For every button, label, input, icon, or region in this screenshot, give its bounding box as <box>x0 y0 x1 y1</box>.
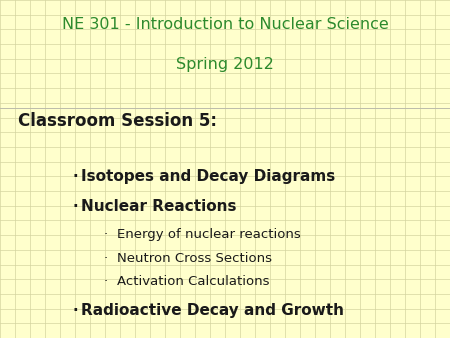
Text: ·: · <box>104 252 108 265</box>
Text: Classroom Session 5:: Classroom Session 5: <box>18 112 217 129</box>
Text: ·: · <box>72 199 77 214</box>
Text: Radioactive Decay and Growth: Radioactive Decay and Growth <box>81 303 344 317</box>
Text: Spring 2012: Spring 2012 <box>176 57 274 72</box>
Text: ·: · <box>104 275 108 288</box>
Text: Energy of nuclear reactions: Energy of nuclear reactions <box>117 228 301 241</box>
Text: ·: · <box>72 169 77 184</box>
Text: Activation Calculations: Activation Calculations <box>117 275 270 288</box>
Text: NE 301 - Introduction to Nuclear Science: NE 301 - Introduction to Nuclear Science <box>62 17 388 32</box>
Text: ·: · <box>72 303 77 317</box>
Text: Neutron Cross Sections: Neutron Cross Sections <box>117 252 272 265</box>
Text: Nuclear Reactions: Nuclear Reactions <box>81 199 237 214</box>
Text: Isotopes and Decay Diagrams: Isotopes and Decay Diagrams <box>81 169 335 184</box>
Text: ·: · <box>104 228 108 241</box>
